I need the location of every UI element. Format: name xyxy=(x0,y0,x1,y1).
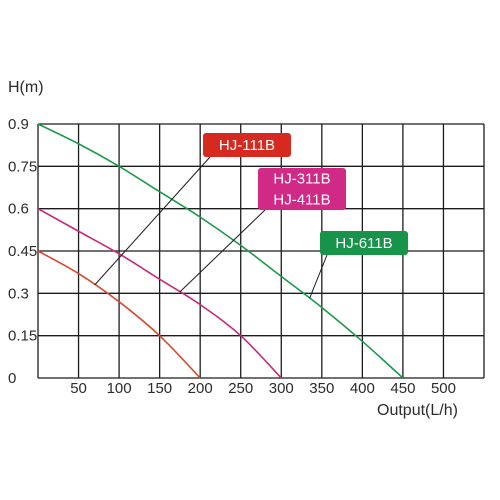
y-tick-label: 0.6 xyxy=(8,201,29,218)
x-tick-label: 500 xyxy=(431,380,456,397)
y-tick-label: 0.75 xyxy=(8,158,37,175)
grid xyxy=(37,123,485,379)
y-tick-label: 0.3 xyxy=(8,285,29,302)
x-tick-label: 250 xyxy=(228,380,253,397)
y-axis-title: H(m) xyxy=(8,79,44,96)
leader-line xyxy=(309,254,328,299)
y-tick-label: 0 xyxy=(8,370,16,387)
x-tick-label: 50 xyxy=(70,380,87,397)
model-label: HJ-111B xyxy=(219,137,275,154)
x-tick-label: 100 xyxy=(107,380,132,397)
curve-hj-311b-hj-411b xyxy=(37,207,282,379)
y-tick-label: 0.45 xyxy=(8,243,37,260)
model-label: HJ-411B xyxy=(273,192,330,209)
x-tick-label: 150 xyxy=(147,380,172,397)
x-tick-label: 450 xyxy=(390,380,415,397)
x-tick-label: 200 xyxy=(188,380,213,397)
performance-curves xyxy=(37,123,404,379)
y-tick-label: 0.15 xyxy=(8,328,37,345)
y-tick-label: 0.9 xyxy=(8,116,29,133)
x-tick-labels: 50 100 150 200 250 300 350 400 450 500 xyxy=(70,380,456,397)
model-label: HJ-611B xyxy=(335,235,392,252)
x-tick-label: 300 xyxy=(269,380,294,397)
curve-hj-111b xyxy=(37,250,201,379)
curve-hj-611b xyxy=(37,123,404,379)
model-label: HJ-311B xyxy=(273,171,330,188)
leader-line xyxy=(94,156,211,286)
x-axis-title: Output(L/h) xyxy=(377,402,458,419)
model-labels: HJ-111B HJ-311B HJ-411B HJ-611B xyxy=(94,133,408,299)
y-tick-labels: 0 0.15 0.3 0.45 0.6 0.75 0.9 xyxy=(8,116,37,387)
x-tick-label: 350 xyxy=(309,380,334,397)
x-tick-label: 400 xyxy=(350,380,375,397)
model-badge xyxy=(258,168,346,210)
leader-line xyxy=(179,209,266,293)
model-badge xyxy=(320,231,408,255)
model-badge xyxy=(203,133,291,157)
